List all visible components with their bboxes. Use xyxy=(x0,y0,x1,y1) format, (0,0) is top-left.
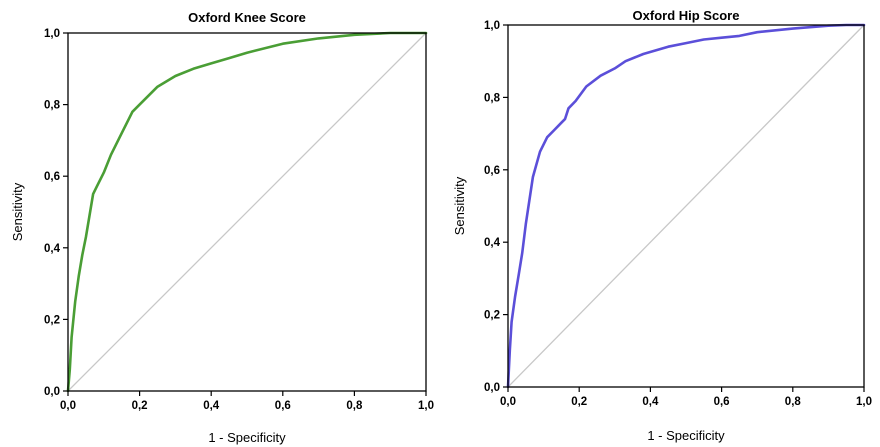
knee-x-tick-label: 0,0 xyxy=(60,400,76,412)
hip-reference-diagonal xyxy=(507,24,865,388)
knee-roc-curve xyxy=(66,31,428,393)
knee-x-tick-label: 0,8 xyxy=(346,400,363,412)
hip-y-tick-label: 0,4 xyxy=(484,237,501,249)
knee-y-tick-label: 0,2 xyxy=(44,314,60,326)
hip-axis-ticks: 0,0 0,2 0,4 0,6 0,8 1,0 0,0 0,2 0,4 0,6 0,8 1,0 xyxy=(484,20,872,408)
knee-chart-title: Oxford Knee Score xyxy=(188,10,306,25)
knee-y-tick-label: 0,6 xyxy=(44,171,60,183)
knee-x-tick-label: 0,2 xyxy=(132,400,148,412)
knee-reference-diagonal xyxy=(67,32,427,392)
knee-y-axis-label: Sensitivity xyxy=(10,182,25,241)
hip-roc-curve xyxy=(506,23,866,389)
hip-y-tick-label: 0,2 xyxy=(484,310,500,322)
hip-y-axis-label: Sensitivity xyxy=(452,176,467,235)
hip-x-tick-label: 0,0 xyxy=(500,396,516,408)
knee-x-tick-label: 0,6 xyxy=(275,400,291,412)
hip-y-tick-label: 0,8 xyxy=(484,92,501,104)
knee-x-tick-label: 0,4 xyxy=(203,400,220,412)
hip-x-tick-label: 0,2 xyxy=(571,396,587,408)
knee-score-chart: Oxford Knee Score 1 - Specificity Sensit… xyxy=(10,10,434,445)
knee-axis-ticks: 0,0 0,2 0,4 0,6 0,8 1,0 0,0 0,2 0,4 0,6 0,8 1,0 xyxy=(44,28,434,412)
hip-score-chart: Oxford Hip Score 1 - Specificity Sensiti… xyxy=(452,8,872,443)
hip-x-tick-label: 1,0 xyxy=(856,396,872,408)
knee-y-tick-label: 0,8 xyxy=(44,100,61,112)
hip-x-tick-label: 0,6 xyxy=(714,396,730,408)
hip-x-axis-label: 1 - Specificity xyxy=(647,428,725,443)
hip-x-tick-label: 0,8 xyxy=(785,396,802,408)
hip-chart-title: Oxford Hip Score xyxy=(633,8,740,23)
knee-x-tick-label: 1,0 xyxy=(418,400,434,412)
hip-x-tick-label: 0,4 xyxy=(642,396,659,408)
knee-y-tick-label: 0,0 xyxy=(44,386,60,398)
hip-y-tick-label: 0,6 xyxy=(484,165,500,177)
knee-plot-frame xyxy=(67,32,427,392)
hip-y-tick-label: 0,0 xyxy=(484,382,500,394)
hip-y-tick-label: 1,0 xyxy=(484,20,500,32)
knee-y-tick-label: 0,4 xyxy=(44,243,61,255)
hip-plot-frame xyxy=(507,24,865,388)
knee-x-axis-label: 1 - Specificity xyxy=(208,430,286,445)
knee-y-tick-label: 1,0 xyxy=(44,28,60,40)
